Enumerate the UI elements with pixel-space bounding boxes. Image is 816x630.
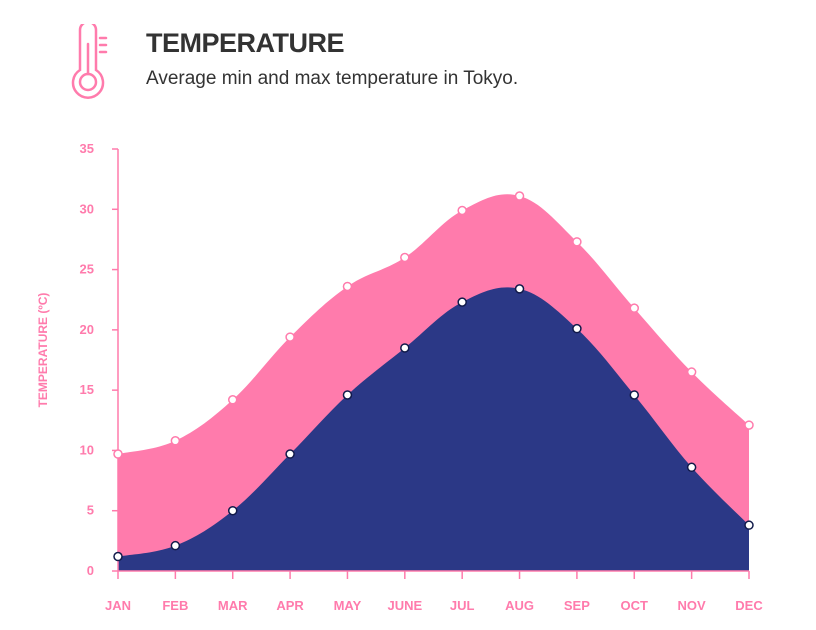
x-tick-label: FEB <box>162 598 188 613</box>
data-point-min <box>457 297 467 307</box>
data-point-max <box>629 303 640 313</box>
x-tick-label: MAY <box>334 598 362 613</box>
x-tick-label: APR <box>276 598 304 613</box>
x-tick-label: MAR <box>218 598 248 613</box>
data-point-min <box>629 390 640 400</box>
y-tick-label: 0 <box>87 563 94 578</box>
data-point-min <box>342 390 353 400</box>
data-point-max <box>514 191 525 201</box>
y-tick-label: 20 <box>80 322 94 337</box>
y-tick-label: 25 <box>80 262 94 277</box>
data-point-min <box>285 449 295 459</box>
y-tick-label: 35 <box>80 141 94 156</box>
x-tick-label: JUNE <box>387 598 422 613</box>
x-tick-label: JUL <box>450 598 475 613</box>
data-point-max <box>457 205 467 216</box>
data-point-max <box>113 449 123 459</box>
x-tick-label: NOV <box>678 598 707 613</box>
y-axis-label-group: TEMPERATURE (ºC) <box>36 293 50 408</box>
y-axis-label: TEMPERATURE (ºC) <box>36 293 50 408</box>
x-tick-label: DEC <box>735 598 763 613</box>
data-point-max <box>572 237 582 247</box>
chart-subtitle: Average min and max temperature in Tokyo… <box>146 68 519 89</box>
data-point-max <box>285 332 295 342</box>
data-points-group <box>113 191 754 562</box>
data-point-min <box>572 323 582 334</box>
data-point-min <box>170 540 181 551</box>
y-tick-label: 30 <box>80 201 94 216</box>
data-point-min <box>744 520 754 530</box>
x-tick-label: OCT <box>621 598 649 613</box>
axes-group: 0 5 10 15 20 25 30 35 JAN FEB MAR APR MAY JUNE JUL AUG S… <box>80 141 764 613</box>
y-tick-label: 15 <box>80 382 94 397</box>
data-point-min <box>400 343 410 353</box>
data-point-max <box>400 252 410 263</box>
x-tick-label: JAN <box>105 598 131 613</box>
y-tick-label: 10 <box>80 442 94 457</box>
data-point-max <box>686 367 697 377</box>
chart-title: TEMPERATURE <box>146 28 345 58</box>
area-min-temperature <box>118 287 749 571</box>
x-tick-label: SEP <box>564 598 590 613</box>
data-point-max <box>170 436 181 446</box>
data-point-max <box>342 281 353 292</box>
data-point-max <box>744 420 754 430</box>
data-point-min <box>227 505 238 516</box>
data-point-min <box>113 551 123 562</box>
data-point-max <box>227 395 238 405</box>
data-point-min <box>686 462 697 473</box>
y-tick-label: 5 <box>87 503 94 518</box>
thermometer-icon <box>71 24 108 99</box>
data-point-min <box>514 284 525 294</box>
x-tick-label: AUG <box>505 598 534 613</box>
area-series-group <box>118 194 749 571</box>
